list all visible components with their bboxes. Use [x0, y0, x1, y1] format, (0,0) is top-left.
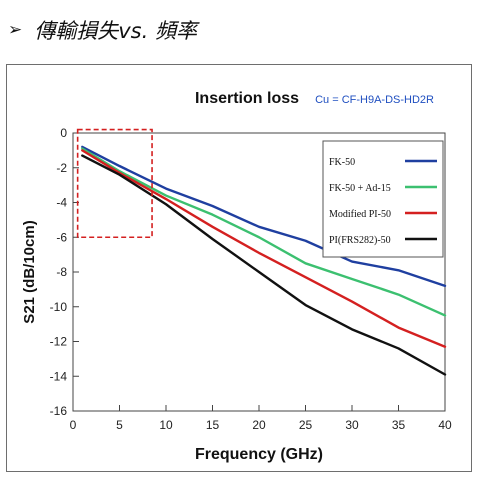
x-tick-label: 20 — [252, 418, 266, 432]
legend-label: FK-50 + Ad-15 — [329, 183, 391, 194]
x-tick-label: 5 — [116, 418, 123, 432]
y-axis-label: S21 (dB/10cm) — [21, 220, 38, 323]
chart-legend: FK-50 FK-50 + Ad-15 Modified PI-50 PI(FRS28… — [322, 140, 444, 258]
x-tick-label: 25 — [299, 418, 313, 432]
highlight-box — [76, 128, 153, 239]
series-line — [81, 145, 447, 288]
legend-label: Modified PI-50 — [329, 209, 391, 220]
x-tick-label: 35 — [392, 418, 406, 432]
chart-title: Insertion loss — [195, 90, 299, 107]
y-tick-label: 0 — [60, 126, 67, 140]
x-tick-label: 10 — [159, 418, 173, 432]
y-tick-label: -8 — [56, 265, 67, 279]
y-tick-label: -2 — [56, 161, 67, 175]
y-tick-label: -4 — [56, 196, 67, 210]
y-tick-label: -14 — [50, 369, 68, 383]
chart-frame: 0 5 10 15 20 25 30 35 40 0 -2 -4 -6 -8 -10 -12 -14 -16 In… — [6, 64, 472, 472]
series-line — [81, 154, 447, 376]
y-tick-label: -10 — [50, 300, 68, 314]
insertion-loss-chart: 0 5 10 15 20 25 30 35 40 0 -2 -4 -6 -8 -10 -12 -14 -16 In… — [21, 90, 452, 463]
series-line — [81, 149, 447, 348]
chart-series — [76, 128, 447, 376]
x-tick-label: 40 — [438, 418, 452, 432]
legend-label: FK-50 — [329, 157, 355, 168]
y-tick-label: -12 — [50, 335, 68, 349]
slide-heading: ➢ 傳輸損失vs. 頻率 — [8, 14, 197, 46]
x-tick-label: 15 — [206, 418, 220, 432]
x-axis-label: Frequency (GHz) — [195, 446, 323, 463]
y-tick-label: -6 — [56, 230, 67, 244]
heading-text: 傳輸損失vs. 頻率 — [34, 19, 197, 43]
series-line — [81, 147, 447, 317]
x-tick-label: 30 — [345, 418, 359, 432]
x-tick-label: 0 — [70, 418, 77, 432]
chart-subtitle: Cu = CF-H9A-DS-HD2R — [315, 94, 434, 106]
y-tick-label: -16 — [50, 404, 68, 418]
arrow-bullet-icon: ➢ — [8, 20, 23, 40]
legend-label: PI(FRS282)-50 — [329, 235, 391, 246]
